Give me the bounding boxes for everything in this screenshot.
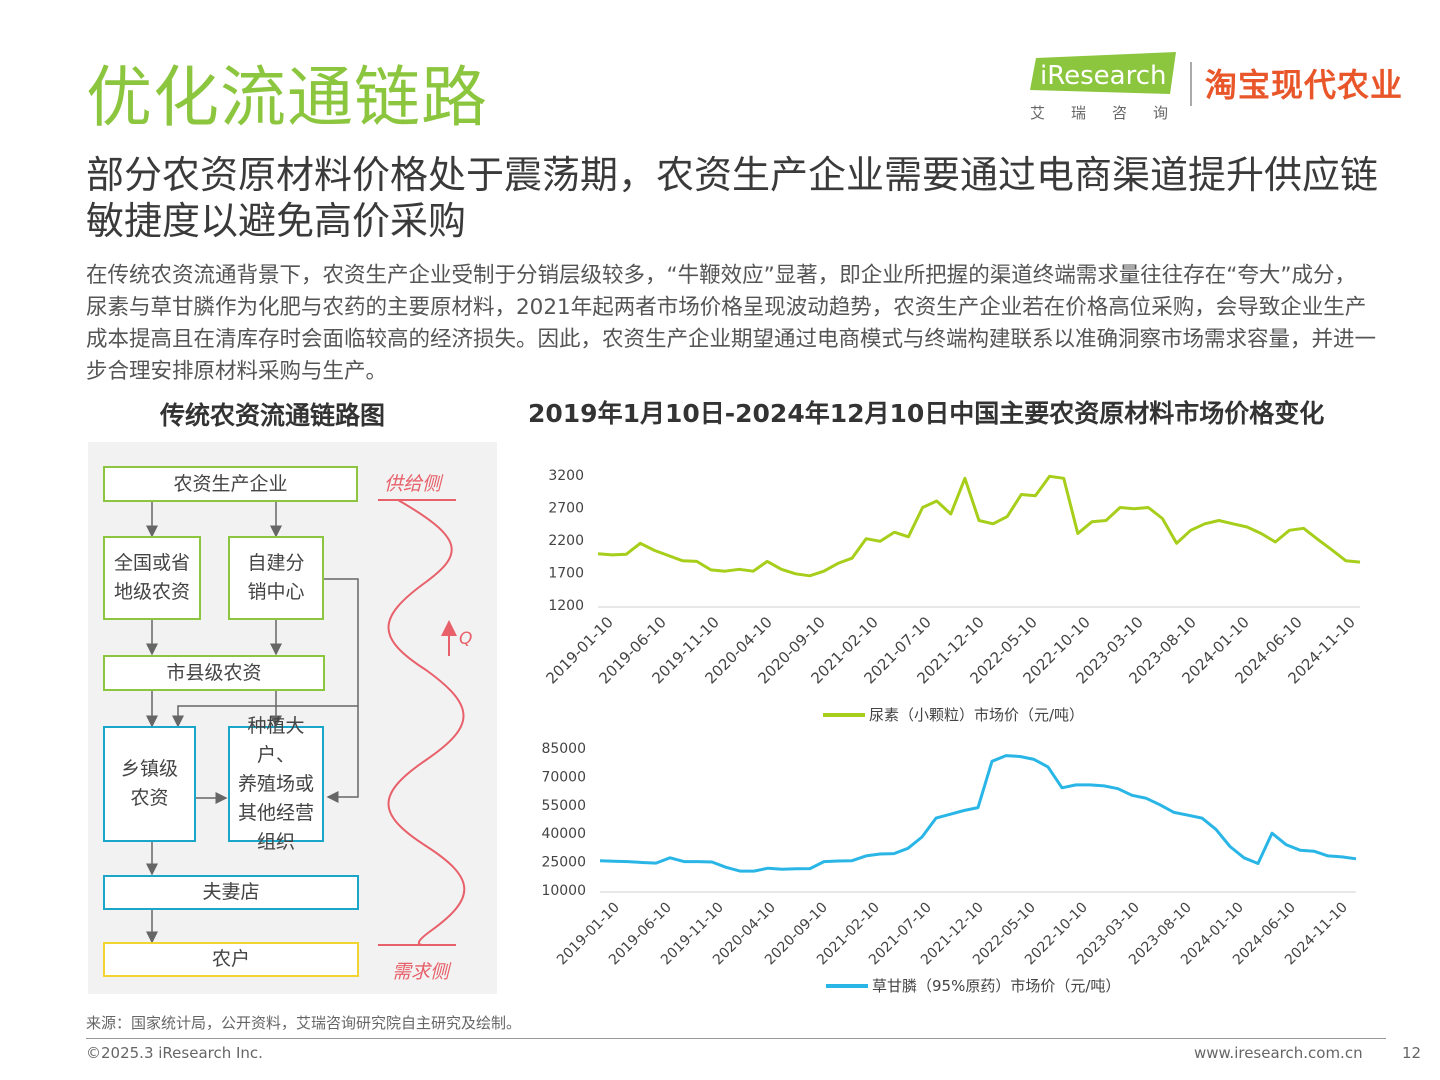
- page-subtitle: 部分农资原材料价格处于震荡期，农资生产企业需要通过电商渠道提升供应链敏捷度以避免…: [86, 153, 1379, 243]
- node-large-grower: 种植大户、 养殖场或 其他经营 组织: [228, 715, 324, 853]
- y-tick-label: 55000: [541, 798, 586, 814]
- y-tick-label: 1200: [548, 598, 584, 614]
- urea-price-chart: 120017002200270032002019-01-102019-06-10…: [542, 468, 1361, 724]
- page-number: 12: [1402, 1044, 1422, 1062]
- legend-label: 尿素（小颗粒）市场价（元/吨）: [869, 706, 1084, 724]
- node-national: 全国或省 地级农资: [103, 536, 201, 620]
- node-farmer: 农户: [103, 942, 359, 977]
- y-tick-label: 25000: [541, 855, 586, 871]
- iresearch-logo-cn: 艾瑞咨询: [1030, 104, 1195, 122]
- series-line: [599, 754, 1357, 873]
- diagram-title: 传统农资流通链路图: [160, 401, 386, 430]
- page-title: 优化流通链路: [86, 59, 488, 136]
- y-tick-label: 10000: [541, 883, 586, 899]
- copyright: ©2025.3 iResearch Inc.: [86, 1044, 263, 1062]
- iresearch-logo-text: iResearch: [1040, 61, 1166, 91]
- y-tick-label: 2700: [548, 501, 584, 517]
- y-tick-label: 70000: [541, 769, 586, 785]
- node-town: 乡镇级 农资: [103, 726, 196, 842]
- node-shop: 夫妻店: [103, 875, 359, 910]
- body-text: 在传统农资流通背景下，农资生产企业受制于分销层级较多，“牛鞭效应”显著，即企业所…: [86, 263, 1377, 384]
- demand-side-label: 需求侧: [392, 961, 452, 983]
- website: www.iresearch.com.cn: [1194, 1044, 1363, 1062]
- glyphosate-price-chart: 1000025000400005500070000850002019-01-10…: [541, 741, 1357, 995]
- iresearch-logo: iResearch: [1030, 52, 1176, 94]
- logo-divider: [1190, 62, 1192, 106]
- y-tick-label: 40000: [541, 826, 586, 842]
- node-producer: 农资生产企业: [103, 466, 358, 502]
- distribution-chain-diagram: 供给侧 需求侧 Q 农资生产企业 全国或省 地级农资 自建分 销中心 市县级农资…: [88, 442, 497, 994]
- footer-divider: [86, 1038, 1386, 1039]
- node-county: 市县级农资: [103, 655, 325, 691]
- charts-title: 2019年1月10日-2024年12月10日中国主要农资原材料市场价格变化: [528, 399, 1325, 428]
- y-tick-label: 85000: [541, 741, 586, 757]
- supply-side-label: 供给侧: [384, 473, 444, 495]
- source-note: 来源：国家统计局，公开资料，艾瑞咨询研究院自主研究及绘制。: [86, 1014, 522, 1032]
- node-self-dist: 自建分 销中心: [228, 536, 324, 620]
- legend-label: 草甘膦（95%原药）市场价（元/吨）: [872, 977, 1120, 995]
- y-tick-label: 1700: [548, 566, 584, 582]
- q-label: Q: [459, 629, 472, 649]
- y-tick-label: 3200: [548, 468, 584, 484]
- y-tick-label: 2200: [548, 533, 584, 549]
- series-line: [597, 474, 1361, 578]
- diagram-connectors: 供给侧 需求侧 Q: [146, 473, 472, 983]
- taobao-agri-logo: 淘宝现代农业: [1205, 66, 1404, 104]
